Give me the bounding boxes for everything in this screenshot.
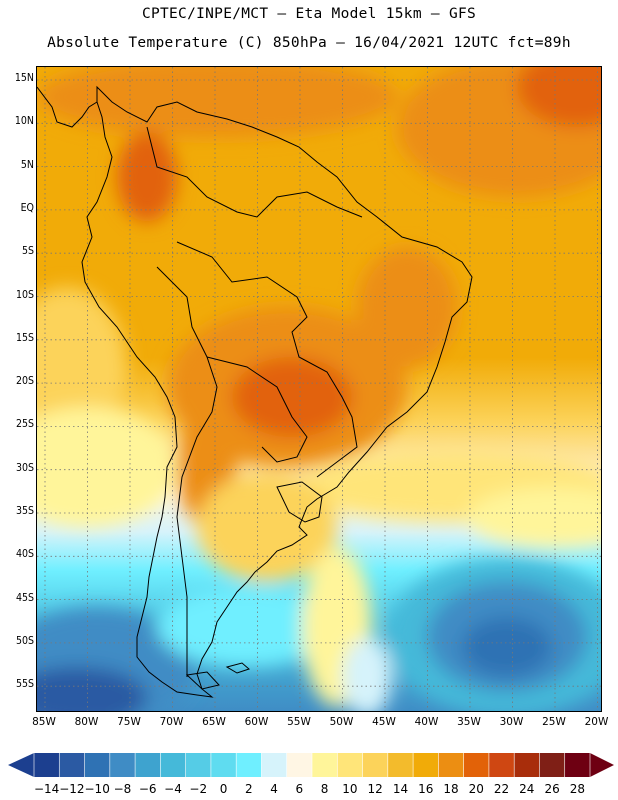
colorbar-tick-label: 18: [443, 782, 459, 796]
colorbar-tick-label: 14: [392, 782, 409, 796]
longitude-label: 55W: [287, 716, 311, 728]
colorbar-segment: [34, 753, 60, 777]
latitude-label: EQ: [20, 201, 34, 214]
colorbar-tick-label: −10: [84, 782, 110, 796]
longitude-label: 45W: [372, 716, 396, 728]
colorbar-segment: [362, 753, 389, 777]
colorbar-segment: [514, 753, 540, 777]
colorbar-tick-label: −6: [138, 782, 157, 796]
latitude-label: 30S: [15, 461, 34, 474]
colorbar-tick-label: 0: [219, 782, 228, 796]
colorbar-tick-label: 10: [342, 782, 358, 796]
colorbar-segment: [463, 753, 490, 777]
colorbar-tick-label: 6: [295, 782, 304, 796]
longitude-label: 60W: [244, 716, 269, 728]
map-canvas: [37, 67, 601, 711]
longitude-label: 20W: [584, 716, 609, 728]
latitude-label: 25S: [15, 418, 34, 431]
colorbar-tick-label: 26: [544, 782, 560, 796]
colorbar-tick-label: 24: [519, 782, 535, 796]
northern-borders: [146, 126, 363, 218]
latitude-label: 15S: [15, 331, 34, 344]
colorbar-segment: [539, 753, 566, 777]
colorbar-segment: [135, 753, 161, 777]
colorbar-segment: [387, 753, 414, 777]
tierra-del-fuego: [185, 671, 220, 690]
longitude-label: 25W: [542, 716, 566, 728]
central-america-coast: [37, 86, 98, 128]
colorbar-tick-label: 4: [270, 782, 278, 796]
colorbar-segment: [337, 753, 364, 777]
colorbar-segment: [413, 753, 439, 777]
bolivia-paraguay-border: [206, 356, 308, 463]
longitude-label: 75W: [117, 716, 141, 728]
colorbar-segment: [564, 753, 591, 777]
colorbar-segment: [185, 753, 212, 777]
colorbar-segment: [438, 753, 465, 777]
coastlines-borders: [37, 85, 473, 698]
longitude-label: 30W: [499, 716, 524, 728]
longitude-label: 65W: [202, 716, 226, 728]
colorbar-segment: [488, 753, 515, 777]
colorbar-tick-label: −4: [164, 782, 182, 796]
temperature-contours: [37, 67, 601, 711]
chart-title-line1: CPTEC/INPE/MCT – Eta Model 15km – GFS: [141, 6, 477, 22]
colorbar-tick-label: 16: [418, 782, 434, 796]
colorbar-tick-label: 28: [569, 782, 585, 796]
colorbar-tick-label: −12: [59, 782, 85, 796]
colorbar-tick-label: 12: [367, 782, 383, 796]
longitude-label: 70W: [159, 716, 184, 728]
colorbar-segment: [59, 753, 86, 777]
colorbar-tick-label: 8: [320, 782, 329, 796]
latitude-label: 35S: [15, 505, 34, 517]
colorbar-tick-label: −2: [189, 782, 208, 796]
latitude-label: 20S: [15, 375, 34, 388]
latitude-label: 40S: [15, 548, 34, 561]
colorbar-segment: [109, 753, 136, 777]
colorbar-tick-label: 2: [244, 782, 253, 796]
colorbar-segment: [84, 753, 111, 777]
temperature-map: [36, 66, 602, 712]
latitude-label: 45S: [15, 591, 34, 604]
longitude-label: 40W: [414, 716, 439, 728]
latitude-label: 15N: [14, 72, 34, 84]
colorbar-tick-label: 22: [493, 782, 510, 796]
colorbar-segment: [261, 753, 288, 777]
latitude-label: 5S: [21, 245, 34, 258]
latitude-label: 55S: [15, 678, 34, 691]
longitude-label: 50W: [329, 716, 354, 728]
chart-title-line2: Absolute Temperature (C) 850hPa – 16/04/…: [47, 35, 571, 51]
colorbar-max-arrow: [590, 753, 614, 777]
colorbar-tick-label: 20: [468, 782, 484, 796]
south-america-coastline: [81, 85, 473, 698]
colorbar-tick-label: −14: [33, 782, 60, 796]
latitude-label: 10S: [15, 288, 34, 301]
colorbar-tick-label: −8: [113, 782, 132, 796]
latitude-label: 50S: [15, 634, 34, 647]
colorbar: [8, 753, 614, 777]
colorbar-segment: [210, 753, 237, 777]
colorbar-segment: [312, 753, 338, 777]
colorbar-segment: [236, 753, 262, 777]
falklands: [225, 662, 250, 674]
brazil-border: [176, 241, 358, 478]
longitude-label: 35W: [457, 716, 481, 728]
longitude-label: 85W: [32, 716, 56, 728]
andes-border: [156, 266, 218, 677]
latitude-label: 5N: [20, 158, 34, 171]
longitude-label: 80W: [74, 716, 99, 728]
colorbar-segment: [286, 753, 313, 777]
colorbar-segment: [160, 753, 187, 777]
uruguay-border: [276, 481, 323, 523]
colorbar-min-arrow: [8, 753, 34, 777]
latitude-label: 10N: [14, 115, 34, 128]
